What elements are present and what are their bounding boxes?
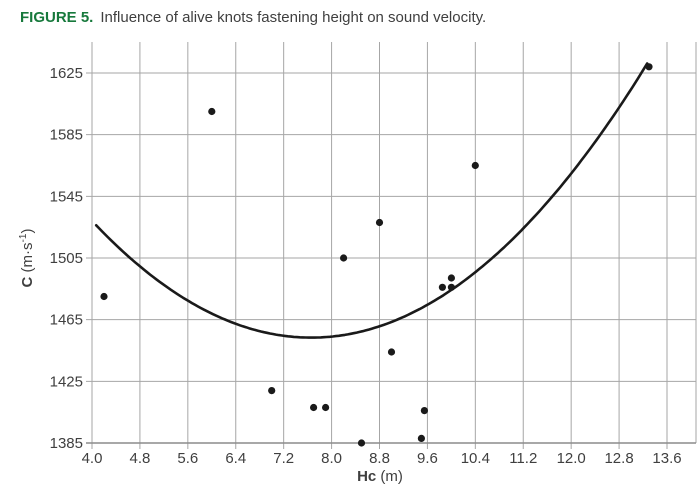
data-point xyxy=(375,218,384,227)
x-tick-label: 5.6 xyxy=(177,450,198,467)
x-tick-label: 4.0 xyxy=(82,450,103,467)
data-point xyxy=(645,63,653,71)
x-axis-unit: (m) xyxy=(376,468,403,485)
y-tick-label: 1465 xyxy=(50,312,83,329)
trend-curve xyxy=(94,62,649,339)
x-tick-label: 10.4 xyxy=(461,450,490,467)
y-axis-unit: (m·s xyxy=(19,242,36,277)
x-tick-label: 8.8 xyxy=(369,450,390,467)
y-tick-label: 1585 xyxy=(50,127,83,144)
x-tick-label: 6.4 xyxy=(225,450,246,467)
data-point xyxy=(438,283,446,291)
data-point xyxy=(322,403,330,412)
x-tick-label: 8.0 xyxy=(321,450,342,467)
x-tick-label: 12.8 xyxy=(604,450,633,467)
x-tick-label: 9.6 xyxy=(417,450,438,467)
y-axis-symbol: C xyxy=(19,276,36,288)
y-axis-title: C (m·s-1) xyxy=(18,229,36,288)
x-axis-symbol: Hc xyxy=(357,468,377,485)
y-tick-label: 1545 xyxy=(50,188,83,205)
data-point xyxy=(340,254,348,262)
data-point xyxy=(208,107,216,116)
data-point xyxy=(447,283,455,291)
figure-title: FIGURE 5. Influence of alive knots fasten… xyxy=(20,8,486,27)
data-point xyxy=(471,161,479,170)
data-point xyxy=(417,434,425,442)
x-tick-label: 7.2 xyxy=(273,450,294,467)
data-point xyxy=(447,274,455,282)
y-axis-unit-close: ) xyxy=(19,228,36,234)
y-tick-label: 1625 xyxy=(50,65,83,82)
data-point xyxy=(420,407,428,415)
y-tick-label: 1505 xyxy=(50,250,83,267)
x-tick-label: 13.6 xyxy=(652,450,681,467)
x-tick-label: 12.0 xyxy=(557,450,586,467)
y-tick-label: 1425 xyxy=(50,373,83,390)
data-point xyxy=(268,387,276,395)
x-axis-title: Hc (m) xyxy=(357,468,403,485)
figure-caption: Influence of alive knots fastening heigh… xyxy=(100,9,487,26)
data-point xyxy=(100,292,108,301)
y-tick-label: 1385 xyxy=(50,435,83,452)
y-axis-unit-exponent: -1 xyxy=(18,233,29,243)
figure-number-label: FIGURE 5. xyxy=(20,9,94,26)
data-point xyxy=(310,403,318,412)
data-point xyxy=(357,439,366,447)
x-tick-label: 4.8 xyxy=(129,450,150,467)
data-point xyxy=(387,348,396,356)
x-tick-label: 11.2 xyxy=(509,450,537,467)
